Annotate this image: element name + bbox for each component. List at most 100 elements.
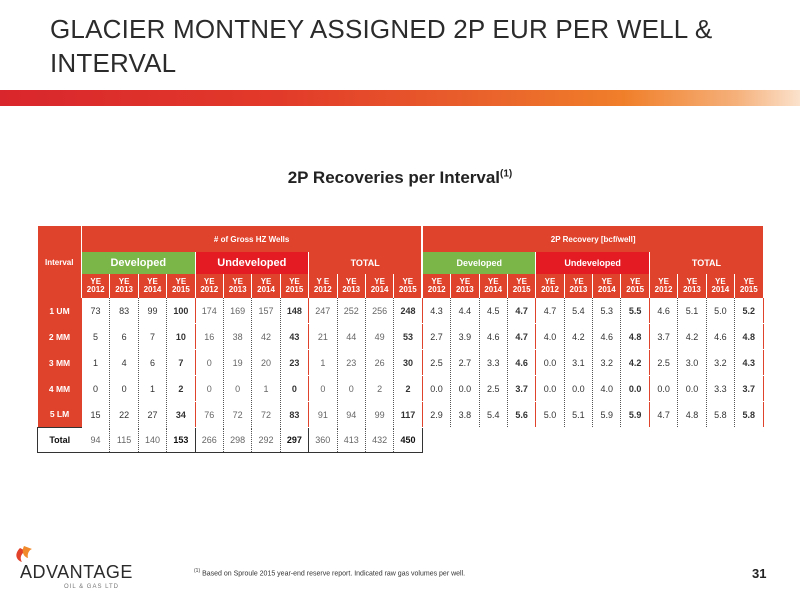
total-cell: 94 xyxy=(81,427,111,453)
table-cell: 6 xyxy=(109,323,139,350)
table-cell: 4.6 xyxy=(479,323,508,350)
year-header: YE 2015 xyxy=(507,274,537,298)
table-cell: 0.0 xyxy=(620,375,650,402)
table-cell: 100 xyxy=(166,298,196,324)
table-cell: 4.6 xyxy=(592,323,622,350)
year-header-year: 2012 xyxy=(86,285,105,294)
table-cell: 5.1 xyxy=(677,298,707,324)
total-cell: 292 xyxy=(251,427,281,453)
footnote: (1) Based on Sproule 2015 year-end reser… xyxy=(194,568,465,577)
year-header-year: 2014 xyxy=(257,285,275,294)
table-cell: 4.8 xyxy=(734,323,764,350)
table-cell: 0 xyxy=(308,375,338,402)
empty-cell xyxy=(735,428,763,453)
year-header-prefix: YE xyxy=(573,277,584,286)
table-row: 2 MM 5 6 7 10 16 38 42 43 21 44 49 53 2.7 3.9 4.6 4.7 4.0… xyxy=(37,323,764,350)
table-cell: 3.1 xyxy=(564,349,594,376)
empty-cell xyxy=(706,428,734,453)
recovery-undeveloped-header: Undeveloped xyxy=(535,252,650,274)
year-header: YE 2015 xyxy=(280,274,310,298)
table-cell: 91 xyxy=(308,401,338,428)
table-cell: 76 xyxy=(195,401,224,428)
table-cell: 4.4 xyxy=(450,298,480,324)
year-header-year: 2015 xyxy=(285,285,304,294)
year-header-prefix: YE xyxy=(118,277,130,286)
year-header: YE 2015 xyxy=(620,274,650,298)
table-cell: 1 xyxy=(81,349,111,376)
table-cell: 19 xyxy=(223,349,253,376)
row-interval-label: 5 LM xyxy=(37,401,82,428)
table-cell: 0 xyxy=(81,375,111,402)
empty-cell xyxy=(507,428,535,453)
table-cell: 10 xyxy=(166,323,196,350)
table-cell: 0.0 xyxy=(535,375,565,402)
year-header: YE 2012 xyxy=(535,274,565,298)
table-cell: 5.9 xyxy=(620,401,650,428)
table-cell: 2.5 xyxy=(649,349,679,376)
year-header: YE 2013 xyxy=(564,274,594,298)
interval-header: Interval xyxy=(37,226,82,298)
table-cell: 2.7 xyxy=(450,349,480,376)
table-cell: 248 xyxy=(393,298,423,324)
table-year-header-row: YE 2012 YE 2013 YE 2014 YE 2015 YE 2012 YE 2013 YE 20… xyxy=(37,274,764,298)
total-cell: 360 xyxy=(308,427,338,453)
table-cell: 3.3 xyxy=(479,349,508,376)
section-title: 2P Recoveries per Interval(1) xyxy=(0,168,800,188)
table-cell: 27 xyxy=(138,401,168,428)
year-header-year: 2012 xyxy=(541,285,559,294)
table-cell: 34 xyxy=(166,401,196,428)
year-header-prefix: YE xyxy=(203,277,215,286)
row-interval-label: 2 MM xyxy=(37,323,82,350)
table-cell: 26 xyxy=(365,349,395,376)
table-cell: 5.0 xyxy=(535,401,565,428)
table-cell: 3.3 xyxy=(706,375,736,402)
table-sub-header-row: Developed Undeveloped TOTAL Developed Un… xyxy=(38,252,764,274)
table-cell: 0 xyxy=(337,375,366,402)
year-header: YE 2013 xyxy=(223,274,253,298)
year-header-prefix: YE xyxy=(544,277,556,286)
table-cell: 5.9 xyxy=(592,401,622,428)
table-cell: 169 xyxy=(223,298,253,324)
table-cell: 7 xyxy=(166,349,196,376)
empty-cell xyxy=(564,428,592,453)
table-cell: 157 xyxy=(251,298,281,324)
table-row: 5 LM 15 22 27 34 76 72 72 83 91 94 99 117 2.9 3.8 5.4 5.… xyxy=(37,401,764,428)
table-cell: 174 xyxy=(195,298,224,324)
year-header: YE 2014 xyxy=(479,274,508,298)
table-row: 3 MM 1 4 6 7 0 19 20 23 1 23 26 30 2.5 2.7 3.3 4.6 0.0 3.1… xyxy=(37,349,764,376)
empty-cell xyxy=(593,428,621,453)
year-header-year: 2013 xyxy=(115,285,133,294)
year-header-prefix: YE xyxy=(658,277,669,286)
year-header: YE 2015 xyxy=(734,274,764,298)
table-cell: 5.8 xyxy=(734,401,764,428)
table-cell: 0 xyxy=(109,375,139,402)
year-header-prefix: YE xyxy=(487,277,499,286)
total-cell: 298 xyxy=(223,427,253,453)
year-header: YE 2014 xyxy=(706,274,736,298)
table-cell: 2.9 xyxy=(422,401,452,428)
year-header: YE 2013 xyxy=(337,274,366,298)
logo-text: ADVANTAGE xyxy=(20,562,133,582)
section-title-footnote-mark: (1) xyxy=(500,168,513,180)
table-cell: 4.7 xyxy=(649,401,679,428)
year-header-year: 2013 xyxy=(683,285,701,294)
table-cell: 4.3 xyxy=(422,298,452,324)
empty-cell xyxy=(649,428,677,453)
table-row: 1 UM 73 83 99 100 174 169 157 148 247 252 256 248 4.3… xyxy=(37,298,764,324)
table-row: 4 MM 0 0 1 2 0 0 1 0 0 0 2 2 0.0 0.0 2.5 3.7 0.0 0.0 4.0 0.0… xyxy=(37,375,764,402)
total-cell: 266 xyxy=(195,427,224,453)
year-header: YE 2013 xyxy=(450,274,480,298)
total-cell: 153 xyxy=(166,427,196,453)
year-header: YE 2014 xyxy=(592,274,622,298)
year-header: YE 2014 xyxy=(365,274,395,298)
year-header-year: 2012 xyxy=(313,285,332,294)
table-group-header-row: Interval # of Gross HZ Wells 2P Recovery… xyxy=(37,226,764,298)
year-header: YE 2014 xyxy=(138,274,168,298)
year-header-prefix: YE xyxy=(402,277,414,286)
table-cell: 72 xyxy=(251,401,281,428)
year-header: YE 2013 xyxy=(109,274,139,298)
table-cell: 4.8 xyxy=(620,323,650,350)
table-cell: 4.2 xyxy=(677,323,707,350)
year-header-year: 2012 xyxy=(427,285,446,294)
table-cell: 252 xyxy=(337,298,366,324)
